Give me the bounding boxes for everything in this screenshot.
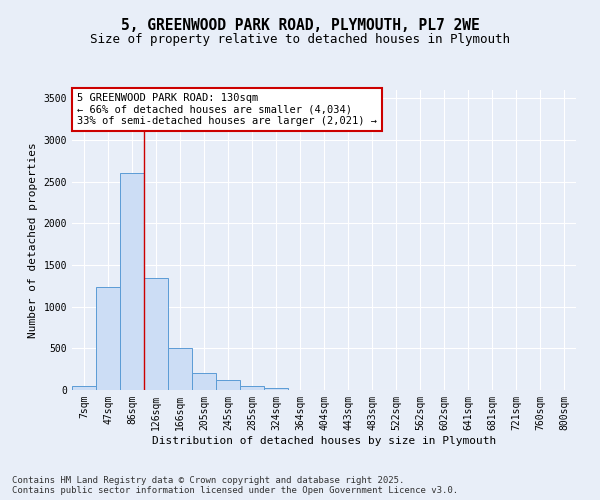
Y-axis label: Number of detached properties: Number of detached properties bbox=[28, 142, 38, 338]
Bar bbox=[96, 286, 120, 390]
Bar bbox=[192, 374, 216, 390]
Text: Size of property relative to detached houses in Plymouth: Size of property relative to detached ho… bbox=[90, 32, 510, 46]
Bar bbox=[120, 174, 144, 390]
Bar bbox=[216, 380, 240, 390]
Bar bbox=[144, 278, 168, 390]
Bar bbox=[264, 388, 288, 390]
Text: 5, GREENWOOD PARK ROAD, PLYMOUTH, PL7 2WE: 5, GREENWOOD PARK ROAD, PLYMOUTH, PL7 2W… bbox=[121, 18, 479, 32]
Text: Contains HM Land Registry data © Crown copyright and database right 2025.
Contai: Contains HM Land Registry data © Crown c… bbox=[12, 476, 458, 495]
Text: 5 GREENWOOD PARK ROAD: 130sqm
← 66% of detached houses are smaller (4,034)
33% o: 5 GREENWOOD PARK ROAD: 130sqm ← 66% of d… bbox=[77, 93, 377, 126]
Bar bbox=[168, 348, 192, 390]
Bar bbox=[72, 386, 96, 390]
X-axis label: Distribution of detached houses by size in Plymouth: Distribution of detached houses by size … bbox=[152, 436, 496, 446]
Bar bbox=[240, 386, 264, 390]
